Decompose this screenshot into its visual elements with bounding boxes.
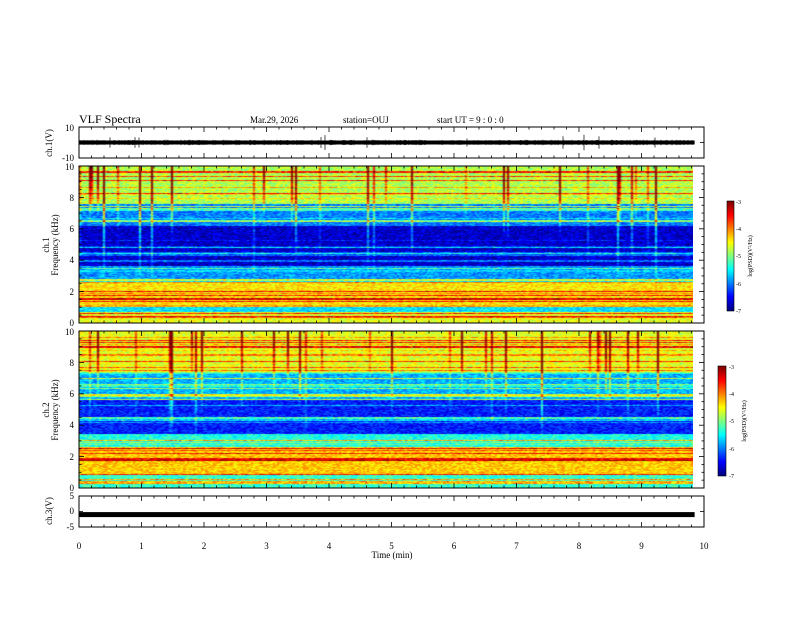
ch2-spectrogram-yticks: 0 2 4 6 8 10 bbox=[65, 327, 75, 493]
ch2-spectrogram-image bbox=[79, 331, 693, 488]
ch3-ytick-top: 5 bbox=[70, 491, 75, 501]
ch2-ytick-4: 4 bbox=[70, 420, 75, 430]
xtick-10: 10 bbox=[700, 541, 710, 551]
ch2-colorbar bbox=[718, 366, 726, 476]
xtick-1: 1 bbox=[139, 541, 144, 551]
ch1-colorbar-label: log(PSD)(V²/Hz) bbox=[747, 235, 754, 276]
ch1-cbar-tick-6: -6 bbox=[736, 282, 741, 288]
ch2-cbar-tick-5: -5 bbox=[729, 419, 734, 425]
ch1-ytick-0: 0 bbox=[70, 318, 75, 328]
ch3-ytick-mid: 0 bbox=[70, 506, 75, 516]
ch2-ytick-2: 2 bbox=[70, 452, 75, 462]
ch1-spectrogram-yticks: 0 2 4 6 8 10 bbox=[65, 162, 75, 328]
ch1-ytick-6: 6 bbox=[70, 224, 75, 234]
ch2-cbar-tick-7: -7 bbox=[729, 474, 734, 480]
ch1-channel-label: ch.1 bbox=[41, 237, 51, 252]
ch1-ytick-top: 10 bbox=[65, 123, 75, 133]
station-label: station=OUJ bbox=[343, 115, 389, 125]
ch3-waveform-trace bbox=[79, 512, 695, 518]
ch1-ytick-bottom: -10 bbox=[62, 153, 74, 163]
start-time-label: start UT = 9 : 0 : 0 bbox=[437, 115, 504, 125]
date-label: Mar.29, 2026 bbox=[250, 115, 299, 125]
ch1-ytick-4: 4 bbox=[70, 255, 75, 265]
ch2-cbar-tick-6: -6 bbox=[729, 447, 734, 453]
figure-title: VLF Spectra bbox=[79, 112, 141, 126]
ch2-ytick-0: 0 bbox=[70, 483, 75, 493]
xtick-3: 3 bbox=[264, 541, 269, 551]
x-axis: 0 1 2 3 4 5 6 7 8 9 10 Time (min) bbox=[77, 541, 709, 560]
xtick-8: 8 bbox=[577, 541, 582, 551]
ch2-ytick-8: 8 bbox=[70, 358, 75, 368]
xtick-0: 0 bbox=[77, 541, 82, 551]
ch1-ytick-10: 10 bbox=[65, 162, 75, 172]
ch2-colorbar-label: log(PSD)(V²/Hz) bbox=[741, 400, 748, 441]
ch1-frequency-label: Frequency (kHz) bbox=[50, 214, 60, 275]
ch1-cbar-tick-5: -5 bbox=[736, 254, 741, 260]
ch1-colorbar-frame bbox=[726, 200, 735, 312]
ch1-cbar-tick-7: -7 bbox=[736, 309, 741, 315]
xtick-2: 2 bbox=[202, 541, 207, 551]
ch2-ytick-10: 10 bbox=[65, 327, 75, 337]
ch1-waveform-panel: 10 -10 ch.1(V) bbox=[44, 123, 705, 163]
ch3-ytick-bottom: -5 bbox=[67, 522, 75, 532]
ch1-cbar-tick-3: -3 bbox=[736, 200, 741, 206]
ch1-ytick-2: 2 bbox=[70, 287, 75, 297]
ch1-spectrogram-image bbox=[79, 166, 693, 323]
ch2-cbar-tick-4: -4 bbox=[729, 392, 734, 398]
ch2-ytick-6: 6 bbox=[70, 389, 75, 399]
ch2-spectrogram-panel: 0 2 4 6 8 10 ch.2 Frequency (kHz) -3 -4 … bbox=[41, 327, 748, 493]
xtick-7: 7 bbox=[514, 541, 519, 551]
ch1-ytick-8: 8 bbox=[70, 193, 75, 203]
x-axis-label: Time (min) bbox=[372, 550, 413, 560]
ch2-cbar-tick-3: -3 bbox=[729, 365, 734, 371]
axis-tick-marks bbox=[78, 126, 705, 528]
ch3-waveform-panel: 5 0 -5 ch.3(V) bbox=[44, 491, 705, 532]
ch1-spectrogram-panel: 0 2 4 6 8 10 ch.1 Frequency (kHz) -3 -4 … bbox=[41, 162, 754, 328]
ch3-waveform-ylabel: ch.3(V) bbox=[44, 497, 54, 525]
ch2-channel-label: ch.2 bbox=[41, 402, 51, 417]
xtick-6: 6 bbox=[452, 541, 457, 551]
ch1-waveform-ylabel: ch.1(V) bbox=[44, 129, 54, 157]
ch1-cbar-tick-4: -4 bbox=[736, 227, 741, 233]
ch1-colorbar bbox=[727, 201, 734, 311]
ch2-colorbar-frame bbox=[717, 365, 727, 477]
xtick-5: 5 bbox=[389, 541, 394, 551]
ch2-frequency-label: Frequency (kHz) bbox=[50, 379, 60, 440]
xtick-9: 9 bbox=[639, 541, 644, 551]
xtick-4: 4 bbox=[327, 541, 332, 551]
